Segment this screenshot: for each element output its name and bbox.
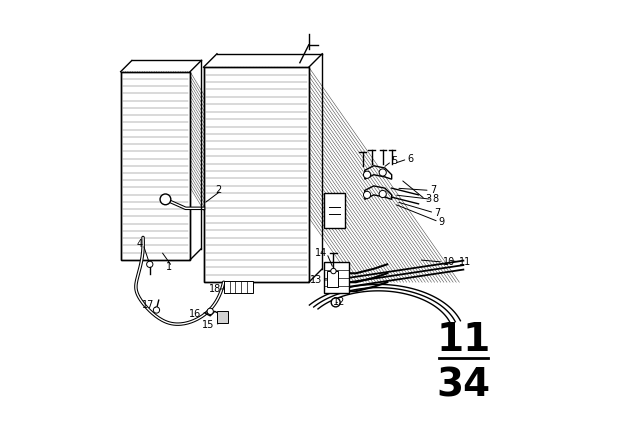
Text: 12: 12 xyxy=(333,297,346,307)
Text: 11: 11 xyxy=(459,257,471,267)
Bar xyxy=(204,67,309,282)
Text: 9: 9 xyxy=(439,217,445,227)
Text: 18: 18 xyxy=(209,284,221,294)
Text: 14: 14 xyxy=(314,248,327,258)
Text: 3: 3 xyxy=(425,194,431,204)
Bar xyxy=(324,193,345,228)
Text: 11: 11 xyxy=(436,322,490,359)
Circle shape xyxy=(379,169,387,176)
Text: 1: 1 xyxy=(166,262,172,271)
Text: 13: 13 xyxy=(310,275,323,285)
Text: 5: 5 xyxy=(392,156,398,166)
Text: 16: 16 xyxy=(189,309,202,319)
Text: 2: 2 xyxy=(215,185,221,195)
Text: 10: 10 xyxy=(443,257,456,267)
Bar xyxy=(121,72,190,260)
Text: 8: 8 xyxy=(432,194,438,204)
Circle shape xyxy=(364,171,371,178)
Circle shape xyxy=(154,307,159,313)
Bar xyxy=(121,72,190,260)
Bar xyxy=(327,271,338,287)
Text: 4: 4 xyxy=(137,239,143,249)
Bar xyxy=(217,311,228,323)
Text: 6: 6 xyxy=(407,154,413,164)
Text: 17: 17 xyxy=(142,300,154,310)
Text: 15: 15 xyxy=(202,320,215,330)
Circle shape xyxy=(147,261,153,267)
Text: 7: 7 xyxy=(430,185,436,195)
Circle shape xyxy=(331,268,336,274)
Text: 7: 7 xyxy=(435,208,440,218)
Bar xyxy=(324,262,349,293)
Circle shape xyxy=(160,194,171,205)
Circle shape xyxy=(364,191,371,198)
Bar xyxy=(204,67,309,282)
Text: 34: 34 xyxy=(436,366,490,404)
Circle shape xyxy=(332,298,340,307)
Bar xyxy=(224,281,253,293)
Circle shape xyxy=(207,308,213,314)
Circle shape xyxy=(379,190,387,198)
